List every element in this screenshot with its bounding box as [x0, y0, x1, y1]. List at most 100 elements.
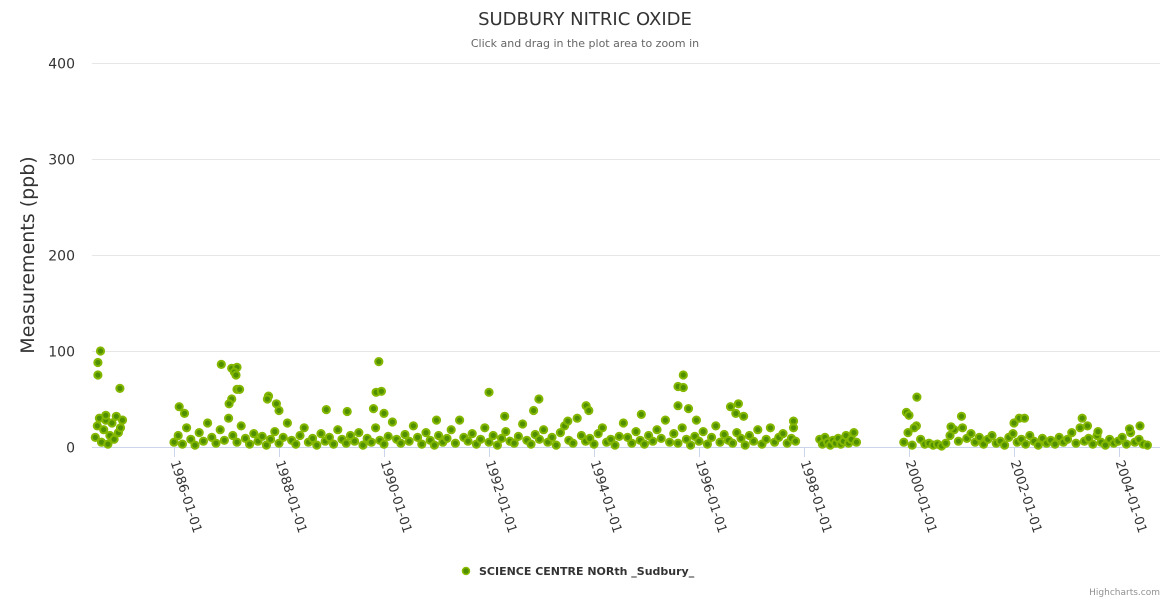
data-point[interactable]: [173, 430, 183, 441]
legend-item[interactable]: SCIENCE CENTRE NORth _Sudbury_: [461, 565, 695, 578]
data-point[interactable]: [707, 432, 717, 442]
data-point[interactable]: [593, 429, 603, 439]
data-point[interactable]: [92, 421, 102, 431]
data-point[interactable]: [463, 436, 473, 446]
data-point[interactable]: [673, 401, 683, 411]
data-point[interactable]: [333, 425, 343, 435]
data-point[interactable]: [1077, 413, 1087, 423]
data-point[interactable]: [257, 431, 267, 441]
data-point[interactable]: [728, 438, 738, 448]
data-point[interactable]: [93, 357, 103, 368]
data-point[interactable]: [899, 437, 909, 447]
data-point[interactable]: [492, 440, 502, 450]
data-point[interactable]: [677, 423, 687, 433]
data-point[interactable]: [354, 428, 364, 438]
data-point[interactable]: [295, 430, 305, 441]
data-point[interactable]: [974, 432, 985, 442]
data-point[interactable]: [851, 437, 862, 447]
data-point[interactable]: [417, 439, 427, 449]
data-point[interactable]: [547, 432, 557, 442]
data-point[interactable]: [90, 432, 100, 442]
data-point[interactable]: [1008, 429, 1018, 439]
data-point[interactable]: [529, 405, 539, 416]
data-point[interactable]: [732, 428, 742, 438]
data-point[interactable]: [534, 394, 544, 404]
series-points[interactable]: [90, 346, 1153, 451]
data-point[interactable]: [179, 408, 190, 418]
data-point[interactable]: [589, 439, 599, 449]
data-point[interactable]: [501, 427, 511, 437]
data-point[interactable]: [387, 417, 397, 427]
data-point[interactable]: [312, 440, 322, 450]
data-point[interactable]: [421, 428, 431, 438]
data-point[interactable]: [198, 436, 208, 446]
data-point[interactable]: [568, 438, 578, 448]
data-point[interactable]: [639, 439, 650, 449]
data-point[interactable]: [1135, 421, 1145, 431]
data-point[interactable]: [681, 434, 692, 444]
data-point[interactable]: [597, 423, 608, 433]
data-point[interactable]: [450, 438, 460, 448]
data-point[interactable]: [702, 439, 713, 449]
data-point[interactable]: [1075, 423, 1085, 433]
data-point[interactable]: [660, 415, 671, 425]
data-point[interactable]: [186, 434, 196, 444]
data-point[interactable]: [232, 437, 242, 447]
data-point[interactable]: [513, 431, 524, 441]
data-point[interactable]: [396, 438, 406, 448]
data-point[interactable]: [623, 432, 633, 442]
data-point[interactable]: [376, 386, 386, 396]
legend-label[interactable]: SCIENCE CENTRE NORth _Sudbury_: [479, 565, 695, 578]
data-point[interactable]: [111, 411, 121, 421]
data-point[interactable]: [1021, 439, 1031, 449]
data-point[interactable]: [765, 423, 776, 433]
data-point[interactable]: [341, 438, 351, 448]
data-point[interactable]: [484, 437, 494, 447]
data-point[interactable]: [563, 416, 573, 426]
data-point[interactable]: [368, 404, 379, 414]
data-point[interactable]: [1067, 428, 1077, 438]
data-point[interactable]: [966, 429, 976, 439]
data-point[interactable]: [429, 440, 439, 450]
data-point[interactable]: [686, 440, 696, 450]
data-point[interactable]: [231, 370, 241, 380]
data-point[interactable]: [455, 415, 465, 425]
data-point[interactable]: [488, 430, 498, 441]
data-point[interactable]: [909, 423, 919, 433]
data-point[interactable]: [1033, 440, 1043, 450]
data-point[interactable]: [291, 439, 301, 449]
data-point[interactable]: [476, 434, 486, 444]
data-point[interactable]: [177, 439, 187, 449]
data-point[interactable]: [278, 432, 288, 442]
data-point[interactable]: [1121, 439, 1132, 449]
data-point[interactable]: [987, 430, 997, 441]
data-point[interactable]: [733, 399, 744, 409]
data-point[interactable]: [374, 357, 384, 367]
data-point[interactable]: [791, 436, 801, 446]
data-point[interactable]: [957, 423, 968, 433]
data-point[interactable]: [431, 415, 442, 425]
data-point[interactable]: [316, 429, 326, 439]
data-point[interactable]: [1088, 439, 1098, 449]
data-point[interactable]: [669, 429, 679, 439]
data-point[interactable]: [956, 411, 967, 421]
data-point[interactable]: [174, 402, 184, 412]
data-point[interactable]: [761, 434, 771, 444]
data-point[interactable]: [383, 431, 393, 441]
data-point[interactable]: [694, 436, 704, 446]
data-point[interactable]: [648, 436, 658, 446]
data-point[interactable]: [497, 433, 507, 443]
data-point[interactable]: [379, 439, 389, 449]
data-point[interactable]: [631, 427, 641, 437]
data-point[interactable]: [446, 425, 456, 435]
data-point[interactable]: [719, 429, 729, 440]
data-point[interactable]: [169, 437, 179, 447]
data-point[interactable]: [740, 440, 750, 450]
data-point[interactable]: [190, 440, 200, 450]
data-point[interactable]: [308, 433, 318, 443]
data-point[interactable]: [1100, 440, 1111, 450]
data-point[interactable]: [673, 438, 683, 448]
data-point[interactable]: [215, 425, 225, 435]
data-point[interactable]: [270, 427, 280, 437]
data-point[interactable]: [245, 439, 255, 449]
